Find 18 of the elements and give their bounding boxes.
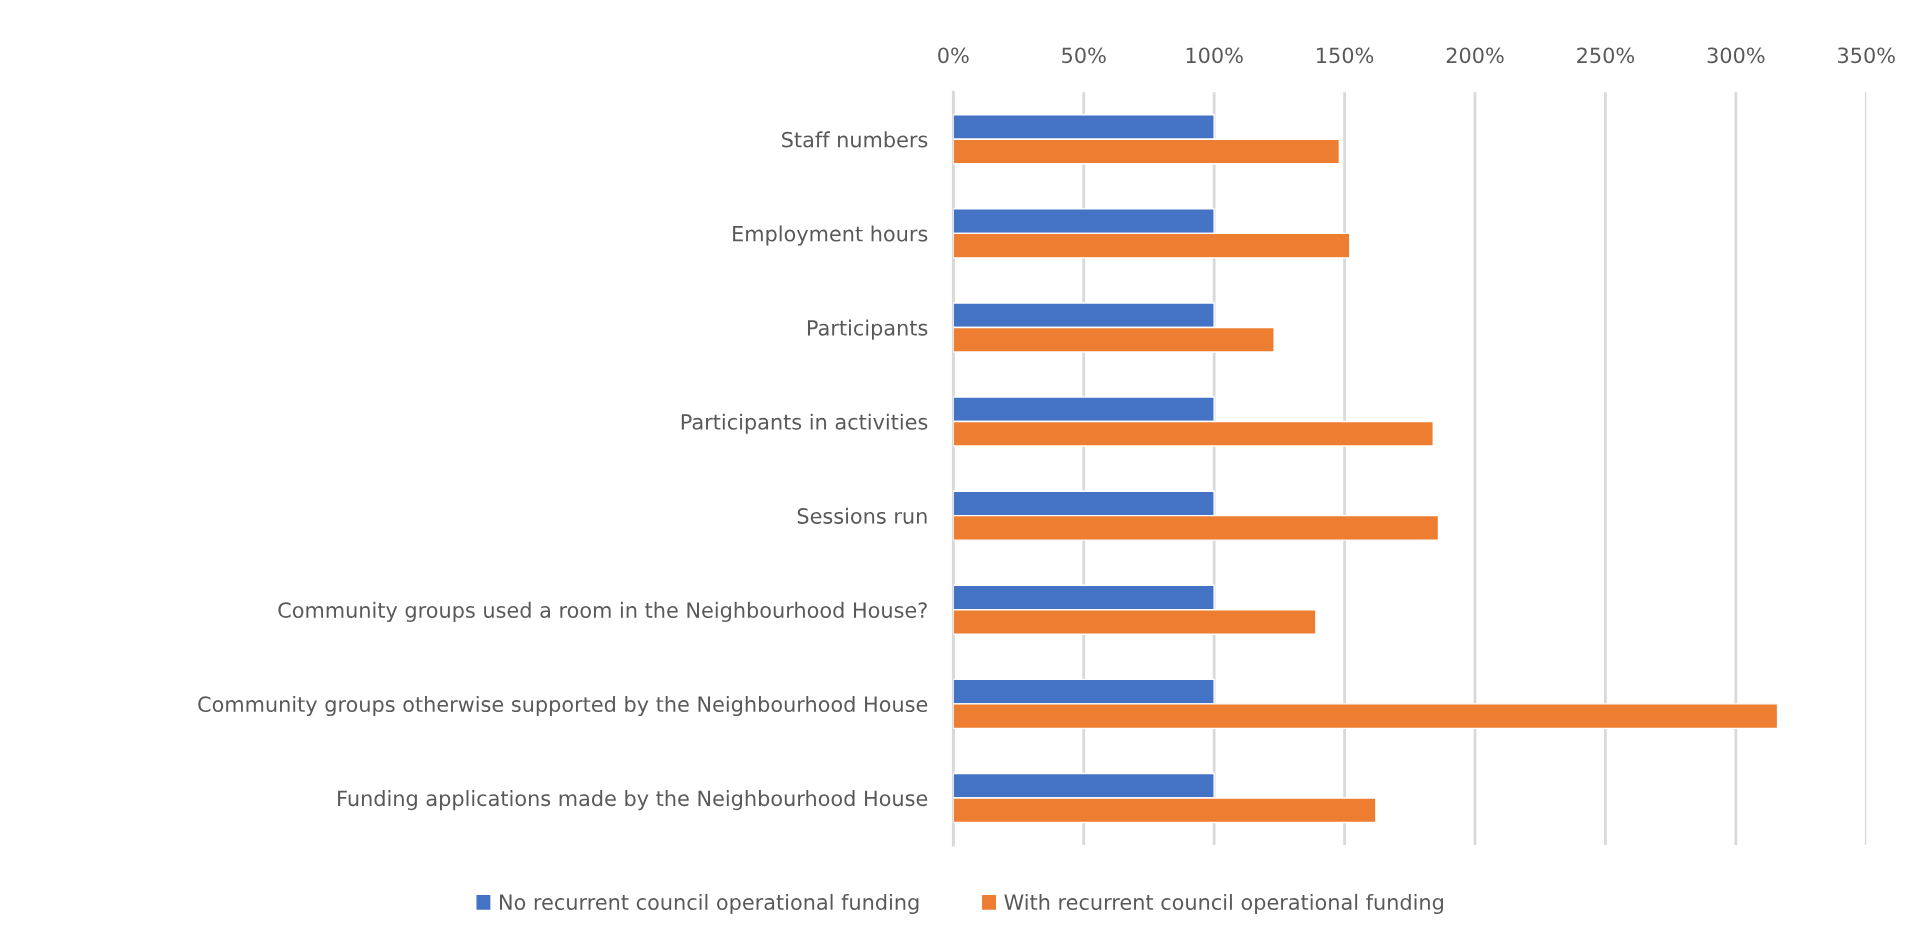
legend-label: No recurrent council operational funding [500,893,919,915]
x-tick-label: 200% [1446,47,1504,64]
x-tick-label: 300% [1707,47,1765,64]
y-tick-label: Employment hours [733,225,928,246]
x-tick-label: 150% [1317,47,1374,64]
y-tick-label: Community groups otherwise supported by the Neighbourhood House [198,695,928,717]
y-tick-label: Community groups used a room in the Neighbourhood House? [278,601,927,623]
y-tick-label: Staff numbers [782,131,928,148]
y-tick-label: Participants [807,319,928,340]
y-tick-label: Participants in activities [681,413,928,434]
y-tick-label: Sessions run [797,507,927,524]
x-tick-label: 100% [1186,47,1243,64]
x-tick-label: 250% [1577,47,1635,64]
x-tick-label: 350% [1838,47,1895,64]
x-tick-label: 0% [938,47,969,64]
x-tick-label: 50% [1062,47,1106,64]
legend-label: With recurrent council operational funding [1004,893,1443,915]
y-tick-label: Funding applications made by the Neighbourhood House [338,790,928,811]
